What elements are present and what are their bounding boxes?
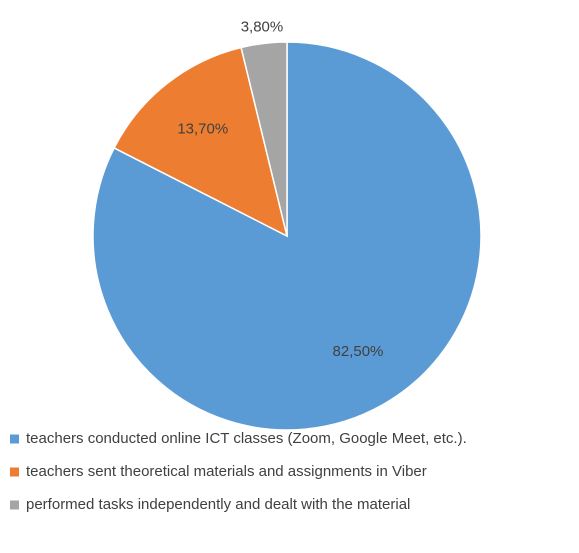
legend-swatch: [10, 500, 19, 510]
pie-slice: [92, 41, 482, 431]
legend-swatch: [10, 434, 19, 444]
legend-label: teachers sent theoretical materials and …: [26, 463, 427, 480]
data-label: 3,80%: [241, 18, 284, 35]
pie-slice: [113, 46, 289, 238]
legend-label: teachers conducted online ICT classes (Z…: [26, 430, 467, 447]
pie-slice: [240, 41, 288, 237]
legend-label: performed tasks independently and dealt …: [26, 496, 410, 513]
legend-swatch: [10, 467, 19, 477]
data-label: 13,70%: [177, 120, 228, 137]
data-label: 82,50%: [333, 343, 384, 360]
